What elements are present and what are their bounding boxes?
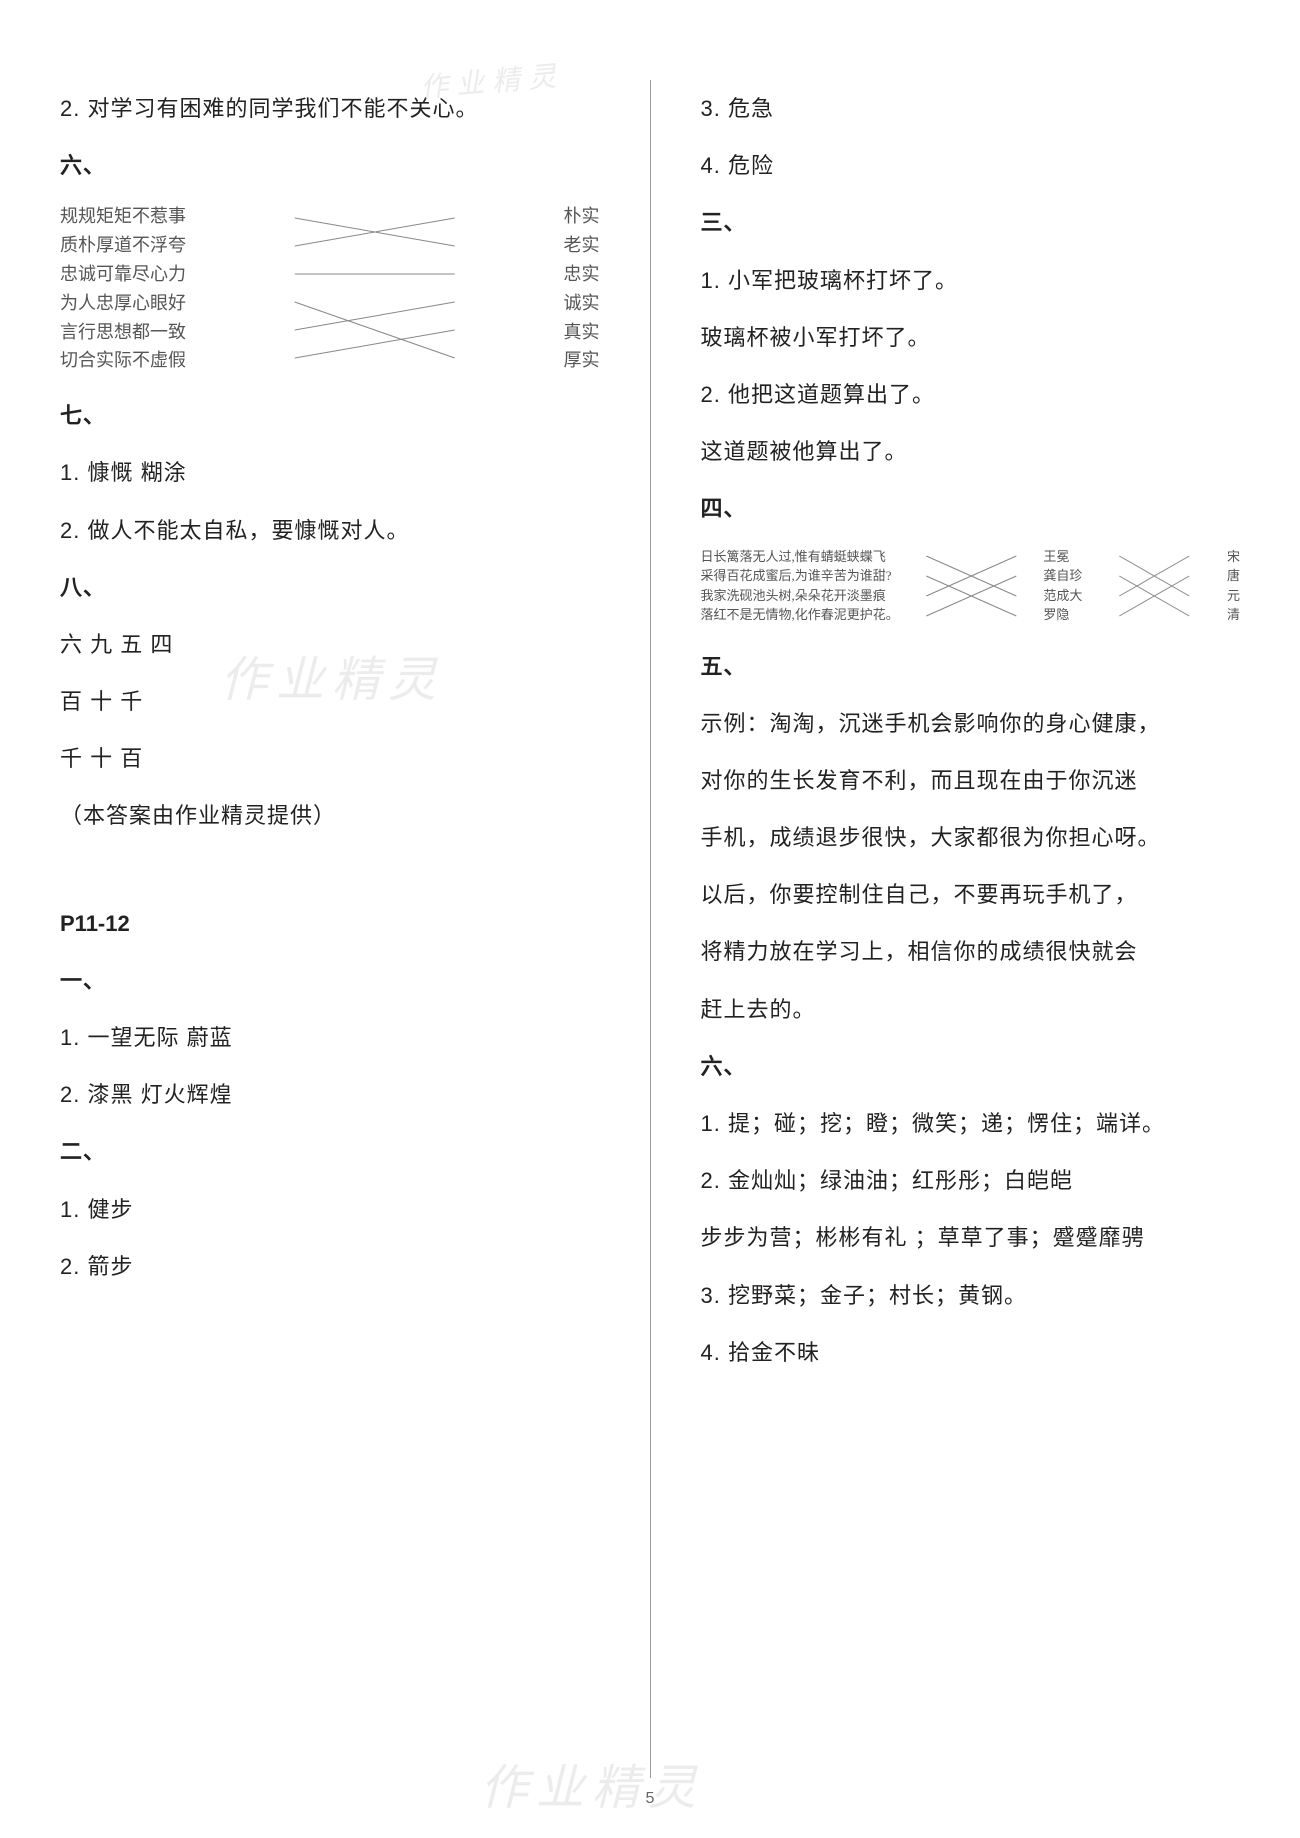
matching-diagram-6: 规规矩矩不惹事 质朴厚道不浮夸 忠诚可靠尽心力 为人忠厚心眼好 言行思想都一致 …: [60, 202, 600, 375]
match-left-item: 落红不是无情物,化作春泥更护花。: [701, 605, 899, 625]
match-lines-svg: [192, 204, 558, 374]
text-line: 千 十 百: [60, 730, 600, 787]
match-left-list: 日长篱落无人过,惟有蜻蜓蛱蝶飞 采得百花成蜜后,为谁辛苦为谁甜? 我家洗砚池头树…: [701, 547, 899, 625]
match-left-item: 日长篱落无人过,惟有蜻蜓蛱蝶飞: [701, 547, 899, 567]
section-4-header: 四、: [701, 480, 1241, 537]
text-line: 2. 金灿灿；绿油油；红彤彤；白皑皑: [701, 1152, 1241, 1209]
page-number: 5: [646, 1790, 655, 1808]
match-left-list: 规规矩矩不惹事 质朴厚道不浮夸 忠诚可靠尽心力 为人忠厚心眼好 言行思想都一致 …: [60, 202, 186, 375]
match-mid-list: 王冕 龚自珍 范成大 罗隐: [1043, 547, 1082, 625]
section-5-header: 五、: [701, 638, 1241, 695]
right-column: 3. 危急 4. 危险 三、 1. 小军把玻璃杯打坏了。 玻璃杯被小军打坏了。 …: [701, 80, 1241, 1778]
section-2-header: 二、: [60, 1123, 600, 1180]
match-mid-item: 范成大: [1043, 586, 1082, 606]
text-line: 示例：淘淘，沉迷手机会影响你的身心健康，: [701, 695, 1241, 752]
text-line: 2. 箭步: [60, 1238, 600, 1295]
match-mid-item: 罗隐: [1043, 605, 1082, 625]
matching-diagram-4: 日长篱落无人过,惟有蜻蜓蛱蝶飞 采得百花成蜜后,为谁辛苦为谁甜? 我家洗砚池头树…: [701, 546, 1241, 626]
match-right-item: 唐: [1227, 566, 1240, 586]
text-line: 百 十 千: [60, 673, 600, 730]
match-lines-svg: [905, 546, 1038, 626]
text-line: 4. 拾金不昧: [701, 1324, 1241, 1381]
text-line: 这道题被他算出了。: [701, 423, 1241, 480]
section-6-header-right: 六、: [701, 1038, 1241, 1095]
match-left-item: 切合实际不虚假: [60, 346, 186, 375]
match-right-item: 元: [1227, 586, 1240, 606]
match-left-item: 我家洗砚池头树,朵朵花开淡墨痕: [701, 586, 899, 606]
column-divider: [650, 80, 651, 1778]
page-container: 2. 对学习有困难的同学我们不能不关心。 六、 规规矩矩不惹事 质朴厚道不浮夸 …: [60, 80, 1240, 1778]
credit-line: （本答案由作业精灵提供）: [60, 787, 600, 844]
text-line: 2. 做人不能太自私，要慷慨对人。: [60, 502, 600, 559]
text-line: 对你的生长发育不利，而且现在由于你沉迷: [701, 752, 1241, 809]
text-line: 2. 他把这道题算出了。: [701, 366, 1241, 423]
text-line: 以后，你要控制住自己，不要再玩手机了，: [701, 866, 1241, 923]
match-right-list: 朴实 老实 忠实 诚实 真实 厚实: [564, 202, 600, 375]
text-line: 将精力放在学习上，相信你的成绩很快就会: [701, 923, 1241, 980]
text-line: 玻璃杯被小军打坏了。: [701, 309, 1241, 366]
spacer: [60, 845, 600, 895]
match-right-item: 诚实: [564, 289, 600, 318]
match-left-item: 质朴厚道不浮夸: [60, 231, 186, 260]
text-line: 3. 危急: [701, 80, 1241, 137]
text-line: 4. 危险: [701, 137, 1241, 194]
match-mid-item: 王冕: [1043, 547, 1082, 567]
text-line: 1. 慷慨 糊涂: [60, 444, 600, 501]
match-right-item: 宋: [1227, 547, 1240, 567]
text-line: 步步为营；彬彬有礼 ；草草了事；蹙蹙靡骋: [701, 1209, 1241, 1266]
match-right-item: 厚实: [564, 346, 600, 375]
left-column: 2. 对学习有困难的同学我们不能不关心。 六、 规规矩矩不惹事 质朴厚道不浮夸 …: [60, 80, 600, 1778]
text-line: 1. 健步: [60, 1181, 600, 1238]
text-line: 2. 漆黑 灯火辉煌: [60, 1066, 600, 1123]
text-line: 3. 挖野菜；金子；村长；黄钢。: [701, 1267, 1241, 1324]
text-line: 手机，成绩退步很快，大家都很为你担心呀。: [701, 809, 1241, 866]
section-8-header: 八、: [60, 559, 600, 616]
match-right-item: 朴实: [564, 202, 600, 231]
match-right-item: 忠实: [564, 260, 600, 289]
text-line: 六 九 五 四: [60, 616, 600, 673]
text-line: 2. 对学习有困难的同学我们不能不关心。: [60, 80, 600, 137]
text-line: 1. 小军把玻璃杯打坏了。: [701, 252, 1241, 309]
match-right-item: 清: [1227, 605, 1240, 625]
match-right-item: 老实: [564, 231, 600, 260]
text-line: 1. 提；碰；挖；瞪；微笑；递；愣住；端详。: [701, 1095, 1241, 1152]
section-1-header: 一、: [60, 952, 600, 1009]
section-6-header: 六、: [60, 137, 600, 194]
match-right-item: 真实: [564, 318, 600, 347]
page-reference: P11-12: [60, 895, 600, 952]
text-line: 赶上去的。: [701, 981, 1241, 1038]
match-mid-item: 龚自珍: [1043, 566, 1082, 586]
match-lines-svg-2: [1088, 546, 1221, 626]
match-right-list: 宋 唐 元 清: [1227, 547, 1240, 625]
match-left-item: 为人忠厚心眼好: [60, 289, 186, 318]
match-left-item: 规规矩矩不惹事: [60, 202, 186, 231]
match-left-item: 言行思想都一致: [60, 318, 186, 347]
match-left-item: 采得百花成蜜后,为谁辛苦为谁甜?: [701, 566, 899, 586]
section-7-header: 七、: [60, 387, 600, 444]
text-line: 1. 一望无际 蔚蓝: [60, 1009, 600, 1066]
match-left-item: 忠诚可靠尽心力: [60, 260, 186, 289]
section-3-header: 三、: [701, 194, 1241, 251]
